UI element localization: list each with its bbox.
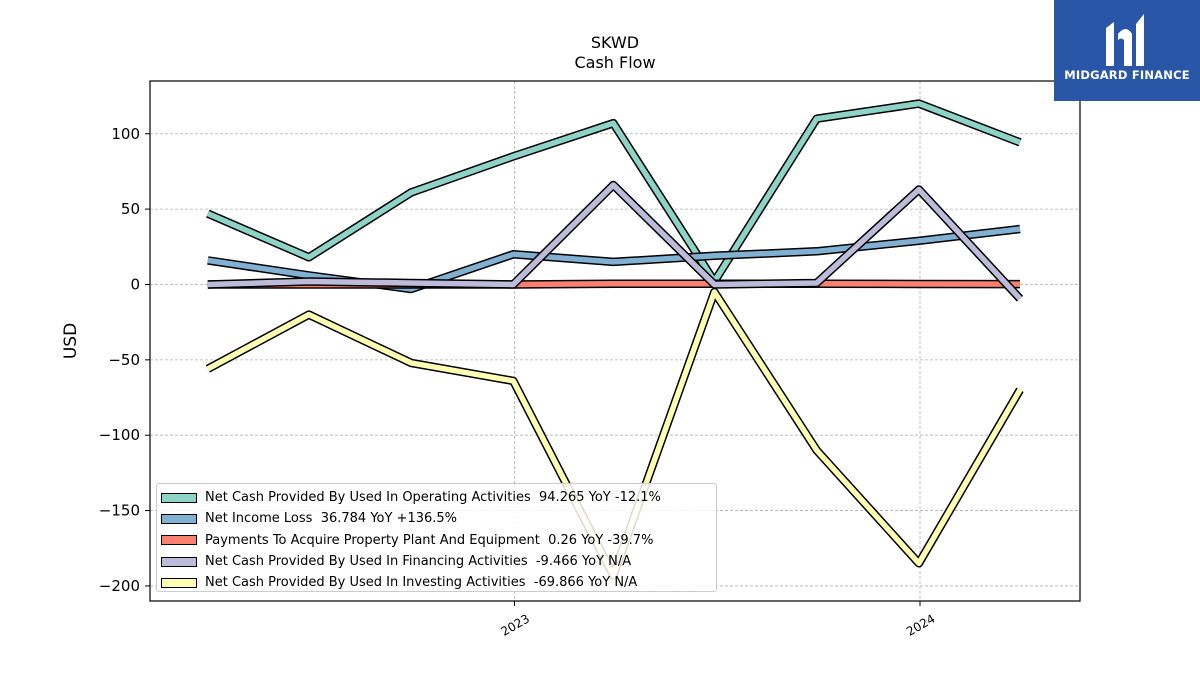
legend-swatch-financing: [161, 556, 197, 567]
legend-swatch-net-income: [161, 513, 197, 524]
y-tick-label: −100: [99, 426, 140, 444]
legend-label-investing: Net Cash Provided By Used In Investing A…: [205, 575, 638, 591]
y-tick-label: 100: [111, 125, 140, 143]
legend-label-operating: Net Cash Provided By Used In Operating A…: [205, 490, 661, 506]
legend-label-net-income: Net Income Loss 36.784 YoY +136.5%: [205, 511, 458, 527]
legend-item-investing: Net Cash Provided By Used In Investing A…: [161, 572, 716, 593]
chart-legend: Net Cash Provided By Used In Operating A…: [156, 483, 717, 592]
chart-subtitle: Cash Flow: [574, 53, 655, 72]
legend-swatch-ppe: [161, 535, 197, 546]
y-tick-label: −150: [99, 502, 140, 520]
series-line-3: [207, 182, 1023, 301]
legend-item-ppe: Payments To Acquire Property Plant And E…: [161, 530, 716, 551]
y-axis: 100 50 0 −50 −100 −150 −200: [99, 125, 150, 595]
legend-item-operating: Net Cash Provided By Used In Operating A…: [161, 487, 716, 508]
chart-title: SKWD: [591, 33, 639, 52]
legend-swatch-investing: [161, 577, 197, 588]
y-tick-label: −200: [99, 577, 140, 595]
legend-item-net-income: Net Income Loss 36.784 YoY +136.5%: [161, 508, 716, 529]
y-tick-label: 50: [121, 200, 140, 218]
x-axis: 2023 2024: [498, 601, 938, 639]
logo-mark-icon: [1106, 14, 1144, 66]
y-tick-label: 0: [130, 275, 140, 293]
logo-text: MIDGARD FINANCE: [1064, 68, 1190, 82]
legend-label-ppe: Payments To Acquire Property Plant And E…: [205, 532, 654, 548]
plot-frame: [149, 80, 1081, 602]
series-outline-0: [206, 99, 1022, 286]
legend-swatch-operating: [161, 492, 197, 503]
legend-label-financing: Net Cash Provided By Used In Financing A…: [205, 554, 632, 570]
legend-item-financing: Net Cash Provided By Used In Financing A…: [161, 551, 716, 572]
x-tick-label: 2024: [904, 611, 937, 638]
series-line-0: [206, 100, 1021, 285]
midgard-finance-logo: MIDGARD FINANCE: [1054, 0, 1200, 101]
y-axis-label: USD: [61, 323, 81, 359]
y-tick-label: −50: [108, 351, 140, 369]
x-tick-label: 2023: [498, 611, 531, 638]
